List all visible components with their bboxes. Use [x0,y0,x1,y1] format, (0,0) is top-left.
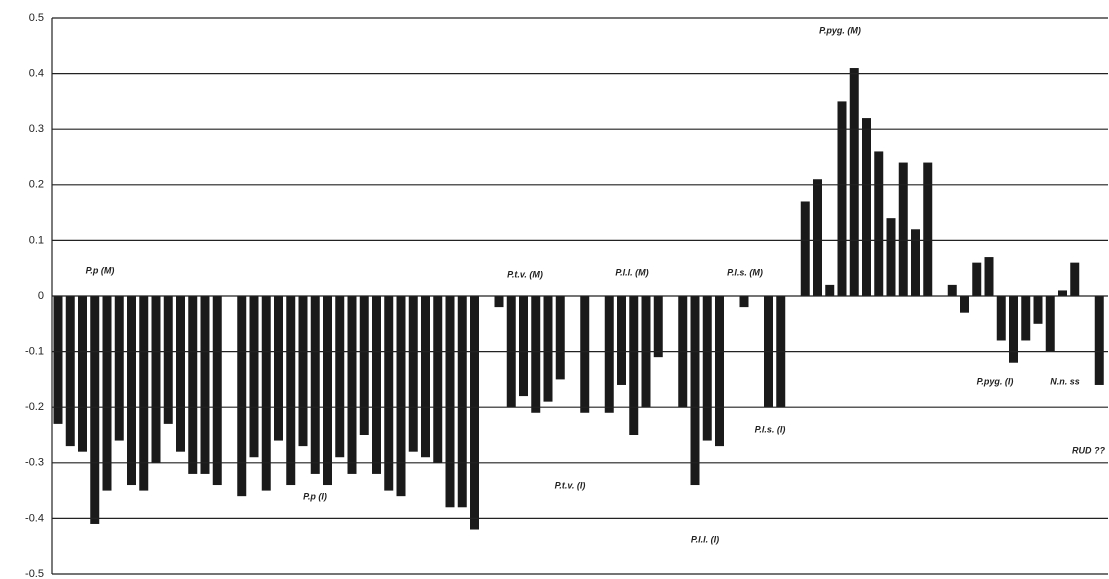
bar [1070,262,1080,296]
bar [384,296,394,491]
bar [188,296,198,474]
bar [849,68,859,296]
bar [947,284,957,296]
bar [543,296,553,402]
bar [911,229,920,296]
bar [470,296,479,530]
bar [335,296,345,458]
bar [212,296,222,486]
y-tick-label: -0.3 [25,457,44,469]
annotation: P.l.l. (M) [615,267,648,277]
bar [886,218,896,296]
bar [1021,296,1031,341]
y-tick-label: 0 [38,290,44,302]
annotation: P.pyg. (M) [819,25,861,35]
bar [653,296,663,358]
bar [1033,296,1043,324]
annotation: P.p (M) [86,265,115,275]
y-tick-label: 0.2 [29,179,44,191]
bar [347,296,357,474]
bar [923,162,933,296]
bar [1094,296,1104,385]
bar [494,296,504,308]
y-tick-label: 0.1 [29,234,44,246]
bar [421,296,430,458]
bar [310,296,320,474]
bar [531,296,541,413]
annotation: P.l.s. (M) [727,267,763,277]
y-tick-label: -0.4 [25,512,44,524]
bar [359,296,369,435]
bar [127,296,136,486]
bar [249,296,259,458]
y-tick-label: 0.4 [29,68,44,80]
bar [53,296,63,424]
annotation: P.t.v. (M) [507,269,543,279]
bar [702,296,712,441]
bar [1045,296,1055,352]
bar [139,296,149,491]
bar [837,101,847,297]
annotation: N.n. ss [1050,376,1080,386]
annotation: RUD ?? [1072,445,1105,455]
bar [372,296,381,474]
bar [984,257,994,296]
annotation: P.l.s. (I) [755,424,786,434]
bar [996,296,1006,341]
bar [580,296,590,413]
annotation: P.t.v. (I) [555,480,586,490]
bar [163,296,173,424]
bar [457,296,467,508]
y-tick-label: -0.5 [25,568,44,579]
y-tick-label: 0.3 [29,123,44,135]
bar [78,296,87,452]
bar [960,296,969,313]
bar [898,162,908,296]
bar [237,296,247,497]
bar [445,296,455,508]
bar [151,296,161,463]
annotation: P.p (I) [303,491,327,501]
bar [629,296,639,435]
bar [65,296,75,447]
bar [813,179,822,296]
bar [555,296,565,380]
bar [519,296,528,397]
bar [1058,290,1067,296]
bar [408,296,418,452]
bar [323,296,332,486]
bar [617,296,626,385]
bar [102,296,112,491]
bar [715,296,724,447]
bar [396,296,406,497]
bar [114,296,124,441]
bar [874,151,884,296]
annotation: P.pyg. (I) [977,376,1014,386]
y-tick-label: -0.2 [25,401,44,413]
bar [200,296,210,474]
bar [298,296,308,447]
bar [286,296,296,486]
bar [604,296,614,413]
bar [176,296,185,452]
bar [1009,296,1018,363]
bar [739,296,749,308]
bar [972,262,982,296]
bar [825,284,835,296]
y-tick-label: 0.5 [29,12,44,24]
bar [433,296,443,463]
annotation: P.l.l. (I) [691,534,719,544]
bar [690,296,700,486]
y-tick-label: -0.1 [25,346,44,358]
bar [800,201,810,296]
bar [274,296,283,441]
bar [261,296,271,491]
bar [862,118,871,296]
bar [90,296,100,524]
